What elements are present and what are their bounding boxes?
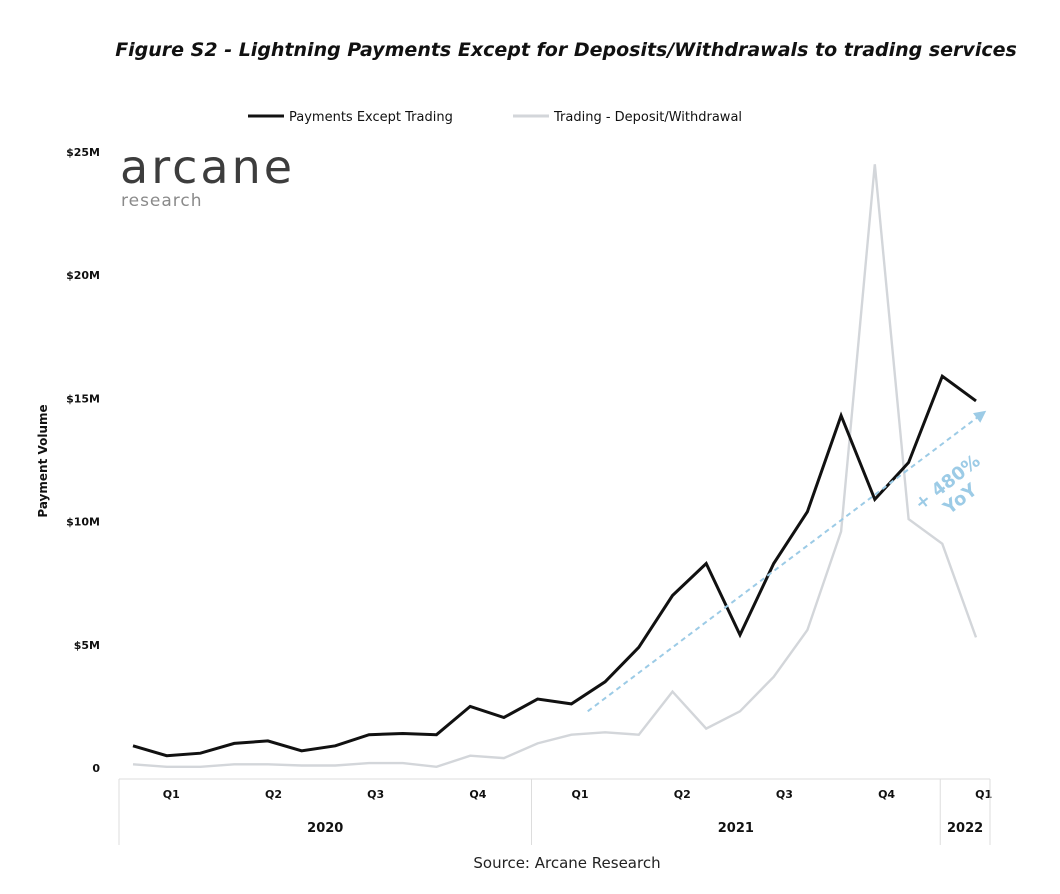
y-axis-ticks: 0 $5M $10M $15M $20M $25M: [66, 146, 100, 775]
series-line-0: [132, 373, 977, 758]
legend-label-payments: Payments Except Trading: [289, 110, 453, 125]
year-label-0: 2020: [307, 821, 343, 836]
legend-label-trading: Trading - Deposit/Withdrawal: [553, 110, 742, 125]
y-tick-label-4: $20M: [66, 269, 100, 282]
series-line-1: [132, 164, 978, 769]
trend-arrow-line: [587, 414, 981, 713]
year-label-2: 2022: [947, 821, 983, 836]
legend: Payments Except Trading Trading - Deposi…: [248, 110, 742, 125]
x-tick-label-0: Q1: [163, 788, 180, 801]
series-lines: [132, 164, 978, 769]
logo-wordmark: arcane: [120, 140, 295, 194]
y-tick-label-0: 0: [92, 762, 100, 775]
chart-title: Figure S2 - Lightning Payments Except fo…: [115, 39, 1017, 61]
x-tick-label-3: Q4: [469, 788, 486, 801]
y-tick-label-3: $15M: [66, 392, 100, 405]
x-tick-label-4: Q1: [572, 788, 589, 801]
x-tick-label-6: Q3: [776, 788, 793, 801]
y-axis-label: Payment Volume: [36, 404, 50, 517]
x-tick-label-8: Q1: [975, 788, 992, 801]
x-tick-label-1: Q2: [265, 788, 282, 801]
logo-subtitle: research: [121, 191, 203, 211]
x-tick-label-2: Q3: [367, 788, 384, 801]
x-tick-label-7: Q4: [878, 788, 895, 801]
x-tick-label-5: Q2: [674, 788, 691, 801]
x-axis: Q1 Q2 Q3 Q4 Q1 Q2 Q3 Q4 Q1 2020 2021 2022: [118, 778, 992, 845]
y-tick-label-1: $5M: [74, 639, 100, 652]
trend-label: + 480%YoY: [911, 451, 998, 531]
trend-annotation: + 480%YoY: [587, 410, 998, 713]
year-label-1: 2021: [718, 821, 754, 836]
arcane-logo: arcane research: [120, 140, 295, 211]
trend-arrow-head: [973, 410, 987, 423]
source-note: Source: Arcane Research: [473, 854, 660, 872]
y-tick-label-2: $10M: [66, 516, 100, 529]
y-tick-label-5: $25M: [66, 146, 100, 159]
